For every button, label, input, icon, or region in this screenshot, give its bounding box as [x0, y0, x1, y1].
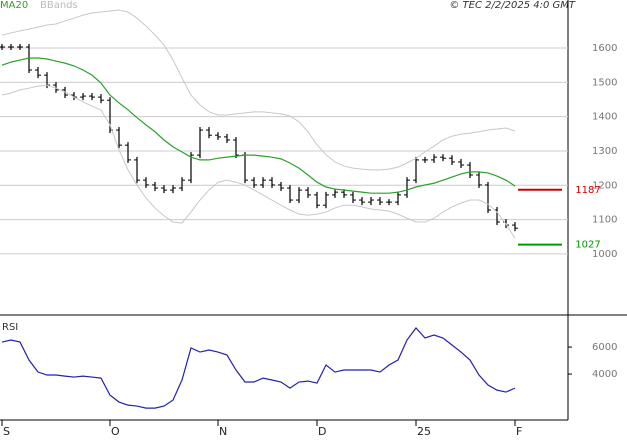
price-bar — [89, 93, 95, 101]
x-tick-label: O — [111, 425, 120, 438]
price-bar — [125, 142, 131, 163]
price-bar — [323, 191, 329, 209]
price-bar — [197, 127, 203, 159]
price-bar — [161, 185, 167, 194]
indicator-line — [1, 57, 516, 194]
price-bar — [251, 177, 257, 188]
price-bar — [269, 177, 275, 188]
price-bar — [224, 133, 230, 143]
price-bar — [314, 191, 320, 209]
price-bar — [287, 185, 293, 204]
price-bar — [512, 222, 518, 232]
x-tick-label: S — [3, 425, 10, 438]
price-bar — [35, 67, 41, 79]
rsi-line — [1, 327, 516, 409]
y-tick-label: 1400 — [592, 112, 617, 123]
y-tick-label: 1000 — [592, 249, 617, 260]
y-tick-label: 1200 — [592, 180, 617, 191]
x-tick-label: 25 — [417, 425, 431, 438]
price-bar — [413, 156, 419, 184]
price-bar — [134, 156, 140, 184]
legend-bb: BBands — [40, 0, 78, 11]
price-bar — [179, 177, 185, 192]
price-bar — [17, 44, 23, 51]
y-tick-label: 1500 — [592, 77, 617, 88]
level-label: 1187 — [575, 185, 600, 196]
price-bar — [476, 172, 482, 188]
price-bar — [143, 177, 149, 188]
price-bar — [458, 158, 464, 169]
price-bar — [233, 137, 239, 159]
price-bar — [386, 199, 392, 206]
price-bar — [152, 181, 158, 192]
price-bar — [80, 93, 86, 101]
legend-ma: MA20 — [0, 0, 28, 11]
y-tick-label: 4000 — [592, 369, 617, 380]
rsi-title: RSI — [2, 322, 18, 333]
price-bar — [53, 82, 59, 93]
price-bar — [116, 127, 122, 149]
price-bar — [368, 197, 374, 206]
y-tick-label: 1600 — [592, 43, 617, 54]
price-bar — [449, 155, 455, 165]
price-bar — [395, 191, 401, 206]
price-bar — [332, 189, 338, 198]
price-bar — [467, 162, 473, 178]
level-label: 1027 — [575, 240, 600, 251]
y-tick-label: 6000 — [592, 342, 617, 353]
price-bar — [98, 94, 104, 104]
price-bar — [215, 132, 221, 140]
price-bar — [305, 187, 311, 198]
price-bar — [359, 197, 365, 206]
price-bar — [350, 191, 356, 204]
x-tick-label: F — [516, 425, 522, 438]
price-bar — [296, 187, 302, 204]
x-tick-label: D — [318, 425, 326, 438]
price-bar — [206, 127, 212, 139]
price-bar — [8, 44, 14, 51]
copyright: © TEC 2/2/2025 4:0 GMT — [449, 0, 576, 11]
price-bar — [404, 177, 410, 198]
price-bar — [0, 44, 5, 51]
price-bar — [485, 181, 491, 213]
price-bar — [431, 154, 437, 163]
price-bar — [260, 177, 266, 188]
y-tick-label: 1300 — [592, 146, 617, 157]
price-bar — [440, 154, 446, 162]
indicator-line — [1, 84, 516, 239]
price-bar — [422, 156, 428, 163]
indicator-line — [1, 9, 516, 171]
price-bar — [278, 181, 284, 192]
y-tick-label: 1100 — [592, 215, 617, 226]
price-bar — [170, 185, 176, 194]
x-tick-label: N — [219, 425, 227, 438]
price-bar — [377, 197, 383, 206]
